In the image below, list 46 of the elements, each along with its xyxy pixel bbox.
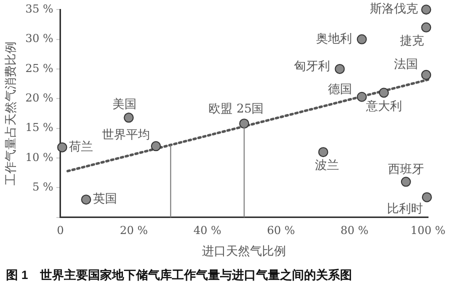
point: [334, 64, 345, 74]
y-tick-label: 5 %: [32, 180, 54, 194]
point: [318, 147, 328, 158]
point: [421, 70, 432, 80]
annotation: 世界平均: [102, 127, 150, 142]
point: [150, 141, 161, 152]
y-tick-label: 35 %: [25, 2, 54, 16]
x-tick-label: 100 %: [410, 224, 446, 237]
x-tick-label: 0: [56, 224, 64, 237]
y-tick-label: 25 %: [25, 62, 54, 75]
point: [400, 176, 411, 187]
x-axis-title: 进口天然气比例: [202, 244, 286, 258]
x-tick-label: 80 %: [340, 224, 368, 237]
annotation: 美国: [112, 96, 137, 111]
annotation: 德国: [328, 82, 352, 96]
annotation: 比利时: [386, 201, 423, 216]
point: [356, 34, 367, 44]
annotation: 英国: [93, 192, 118, 206]
annotation: 斯洛伐克: [370, 2, 418, 16]
caption: 图 1 世界主要国家地下储气库工作气量与进口气量之间的关系图: [6, 268, 352, 282]
y-tick-label: 10 %: [25, 150, 54, 164]
annotation: 奥地利: [316, 31, 352, 46]
point: [378, 88, 389, 98]
point: [421, 22, 432, 32]
x-tick-label: 20 %: [120, 224, 148, 237]
y-tick-label: 20 %: [25, 92, 54, 105]
annotation: 法国: [394, 57, 418, 72]
point: [356, 92, 367, 102]
point: [421, 4, 432, 15]
annotation: 欧盟 25国: [208, 102, 264, 116]
annotation: 捷克: [400, 34, 424, 48]
point: [239, 118, 250, 129]
x-tick-label: 60 %: [266, 224, 295, 237]
annotation: 西班牙: [388, 162, 424, 176]
y-tick-label: 30 %: [25, 32, 54, 46]
point: [81, 194, 92, 205]
point: [422, 192, 432, 202]
x-tick-label: 40 %: [193, 224, 222, 237]
annotation: 荷兰: [69, 139, 94, 154]
annotation: 匈牙利: [294, 59, 330, 74]
point: [57, 142, 68, 152]
annotation: 意大利: [364, 98, 402, 113]
point: [124, 112, 134, 123]
y-tick-label: 15 %: [25, 121, 54, 134]
annotation: 波兰: [315, 158, 340, 172]
y-axis-title: 工作气量占天然气消费比例: [3, 42, 18, 186]
